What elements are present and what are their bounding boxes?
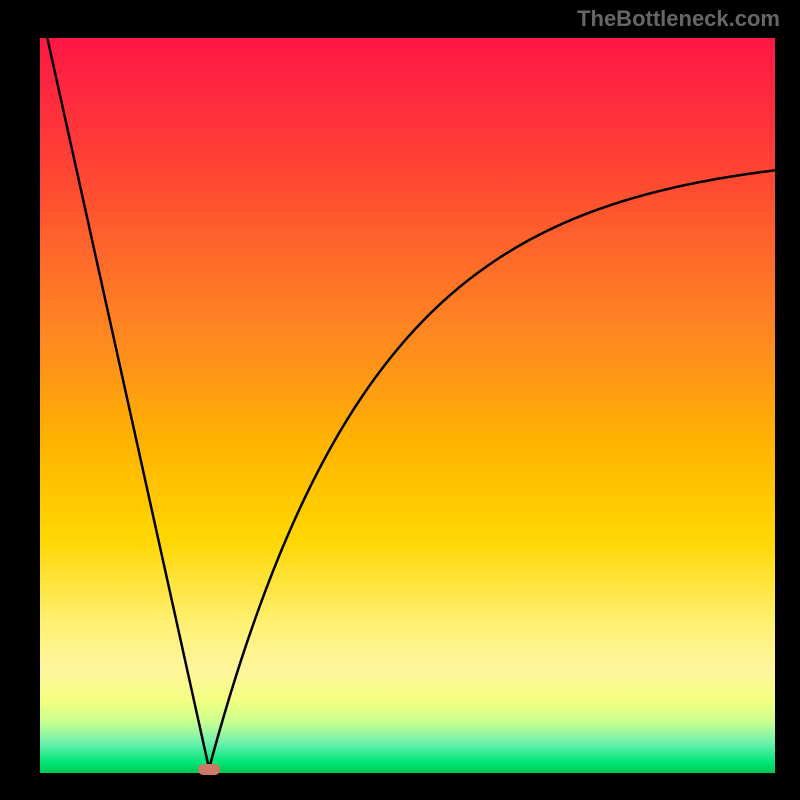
watermark-text: TheBottleneck.com <box>577 6 780 32</box>
optimal-marker <box>198 764 220 775</box>
bottleneck-chart <box>0 0 800 800</box>
plot-background <box>40 38 775 773</box>
chart-container: TheBottleneck.com <box>0 0 800 800</box>
